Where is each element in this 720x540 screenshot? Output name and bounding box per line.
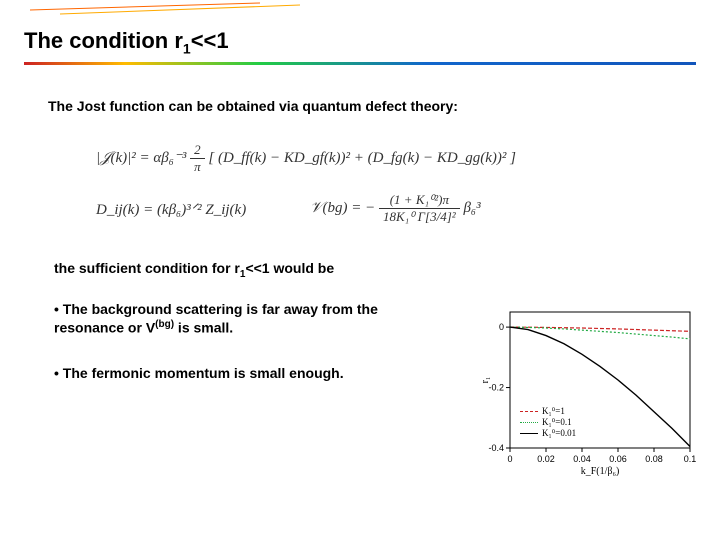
- equation-dij: D_ij(k) = (kβ₆)³ᐟ² Z_ij(k): [96, 200, 246, 219]
- eq-vbg-lhs: 𝒱(bg): [310, 200, 348, 216]
- legend-label: K₁⁰=0.01: [542, 428, 576, 439]
- cond-suffix: <<1 would be: [245, 260, 334, 276]
- eq-vbg-num: (1 + K₁⁰²)π: [379, 192, 460, 209]
- page-title: The condition r1<<1: [24, 28, 229, 56]
- bullet-1: • The background scattering is far away …: [54, 300, 434, 337]
- condition-text: the sufficient condition for r1<<1 would…: [54, 260, 334, 280]
- svg-text:0: 0: [507, 454, 512, 464]
- svg-text:0.1: 0.1: [684, 454, 697, 464]
- intro-text: The Jost function can be obtained via qu…: [48, 98, 458, 114]
- bullet-2: • The fermonic momentum is small enough.: [54, 364, 434, 382]
- bullet1-sup: (bg): [155, 319, 174, 330]
- legend-label: K₁⁰=0.1: [542, 417, 572, 428]
- equation-vbg: 𝒱(bg) = − (1 + K₁⁰²)π18K₁⁰ Γ[3/4]² β₆³: [310, 192, 481, 225]
- title-prefix: The condition r: [24, 28, 183, 53]
- eq-vbg-eq: = −: [348, 200, 380, 216]
- legend-line-icon: [520, 433, 538, 434]
- eq-jost-body: [ (D_ff(k) − KD_gf(k))² + (D_fg(k) − KD_…: [205, 150, 516, 166]
- eq-jost-den: π: [190, 159, 205, 175]
- title-sub: 1: [183, 40, 191, 56]
- title-underline: [24, 62, 696, 65]
- svg-text:0.04: 0.04: [573, 454, 591, 464]
- top-accent-lines: [0, 0, 720, 18]
- svg-text:0.06: 0.06: [609, 454, 627, 464]
- legend-line-icon: [520, 422, 538, 423]
- equation-jost: |𝒥(k)|² = αβ₆⁻³ 2π [ (D_ff(k) − KD_gf(k)…: [96, 142, 516, 175]
- svg-text:-0.4: -0.4: [488, 443, 504, 453]
- r1-chart: 00.020.040.060.080.1-0.4-0.20k_F(1/β₆)r₁: [478, 306, 698, 476]
- cond-prefix: the sufficient condition for r: [54, 260, 240, 276]
- legend-row: K₁⁰=0.1: [520, 417, 576, 428]
- eq-vbg-den: 18K₁⁰ Γ[3/4]²: [379, 209, 460, 225]
- svg-text:k_F(1/β₆): k_F(1/β₆): [581, 466, 620, 476]
- legend-row: K₁⁰=1: [520, 406, 576, 417]
- eq-jost-num: 2: [190, 142, 205, 159]
- svg-text:0.02: 0.02: [537, 454, 555, 464]
- title-suffix: <<1: [191, 28, 229, 53]
- svg-text:r₁: r₁: [480, 377, 491, 384]
- bullet1-b: is small.: [174, 320, 233, 336]
- chart-legend: K₁⁰=1K₁⁰=0.1K₁⁰=0.01: [520, 406, 576, 439]
- eq-jost-pre: = αβ₆⁻³: [136, 150, 190, 166]
- svg-text:0: 0: [499, 322, 504, 332]
- eq-jost-lhs: |𝒥(k)|²: [96, 150, 136, 166]
- legend-label: K₁⁰=1: [542, 406, 565, 417]
- legend-row: K₁⁰=0.01: [520, 428, 576, 439]
- legend-line-icon: [520, 411, 538, 412]
- svg-text:0.08: 0.08: [645, 454, 663, 464]
- eq-vbg-tail: β₆³: [460, 200, 481, 216]
